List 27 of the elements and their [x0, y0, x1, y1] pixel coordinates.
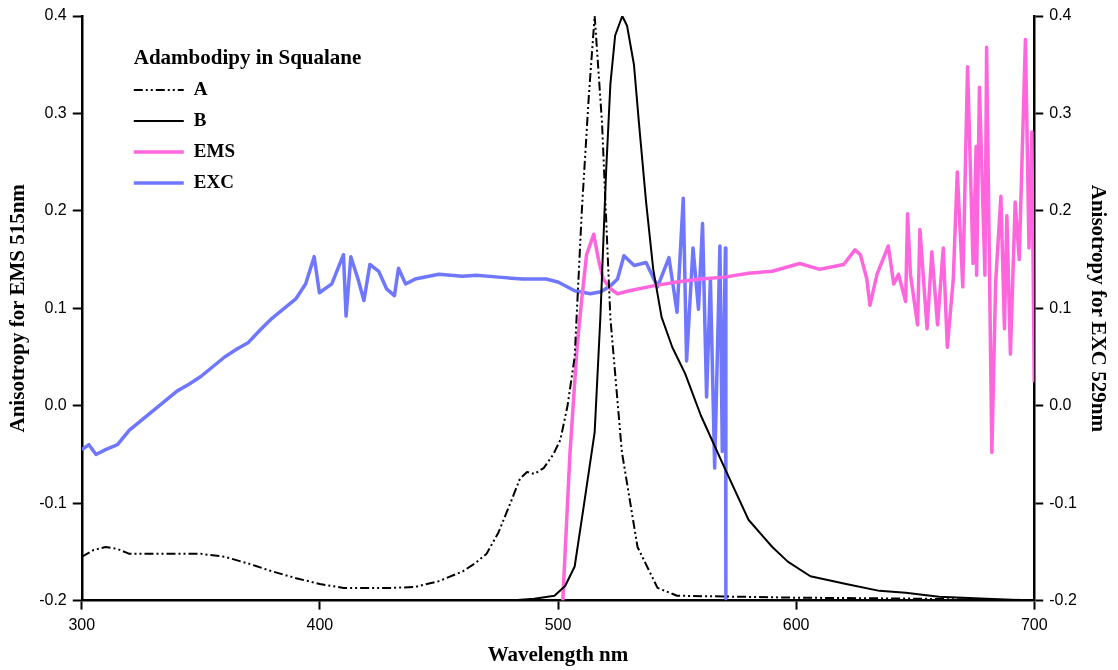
- legend-label: A: [193, 77, 208, 99]
- y-tick-label: 0.4: [44, 6, 67, 24]
- y-tick-label: 0.2: [44, 201, 67, 219]
- x-tick-label: 700: [1020, 615, 1048, 633]
- y-tick-label: 0.3: [44, 103, 67, 121]
- y-tick-label: -0.2: [39, 591, 67, 609]
- x-axis-title: Wavelength nm: [487, 641, 629, 666]
- y-tick-label: -0.1: [39, 493, 67, 511]
- x-tick-label: 500: [544, 615, 572, 633]
- legend-title: Adambodipy in Squalane: [133, 45, 362, 70]
- y-tick-label: 0.0: [44, 396, 67, 414]
- y2-tick-label: -0.2: [1049, 591, 1077, 609]
- x-tick-label: 400: [306, 615, 334, 633]
- y2-tick-label: 0.1: [1049, 298, 1072, 316]
- y2-tick-label: 0.3: [1049, 103, 1072, 121]
- y2-tick-label: -0.1: [1049, 493, 1077, 511]
- x-tick-label: 300: [68, 615, 96, 633]
- y2-tick-label: 0.2: [1049, 201, 1072, 219]
- y-tick-label: 0.1: [44, 298, 67, 316]
- y2-tick-label: 0.0: [1049, 396, 1072, 414]
- legend-label: EXC: [193, 170, 234, 192]
- y2-tick-label: 0.4: [1049, 6, 1072, 24]
- legend-label: B: [193, 108, 207, 130]
- y2-axis-title: Anisotropy for EXC 529nm: [1086, 184, 1111, 433]
- x-tick-label: 600: [782, 615, 810, 633]
- legend-label: EMS: [193, 139, 235, 161]
- y-axis-title: Anisotropy for EMS 515nm: [5, 183, 30, 433]
